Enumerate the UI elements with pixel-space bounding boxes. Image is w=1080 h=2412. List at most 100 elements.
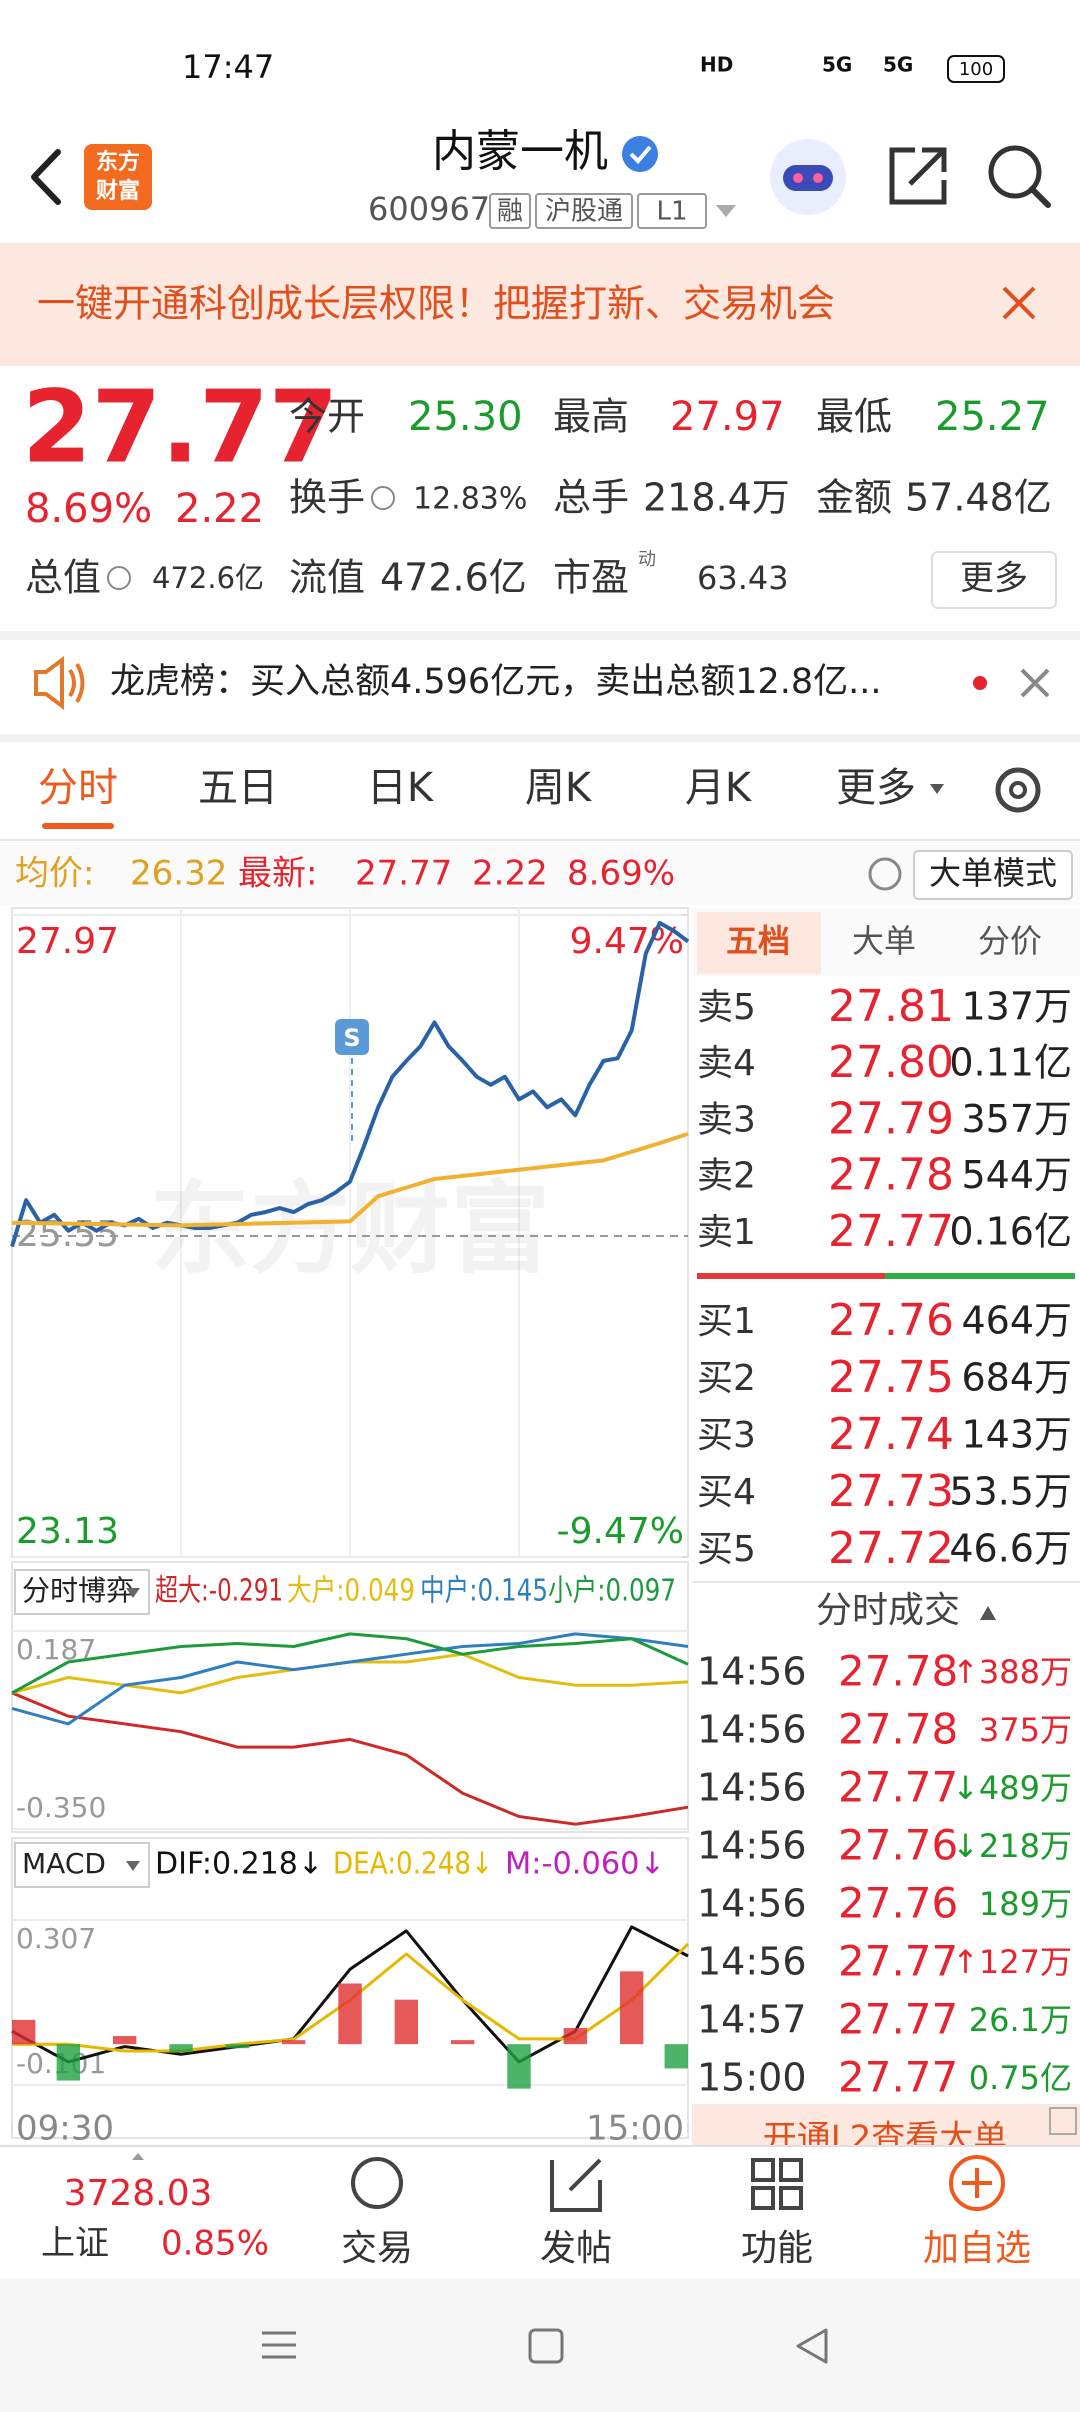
settings-button[interactable] bbox=[995, 767, 1041, 813]
info-icon[interactable] bbox=[371, 486, 395, 510]
last-price: 27.77 bbox=[22, 368, 338, 485]
flow-selector[interactable] bbox=[14, 1569, 150, 1615]
ob-level: 买1 bbox=[697, 1301, 756, 1342]
assistant-eye bbox=[813, 173, 823, 183]
macd-bar bbox=[394, 1999, 419, 2045]
nav-item: 功能 bbox=[741, 2228, 813, 2269]
trade-volume-value: 375万 bbox=[979, 1711, 1072, 1749]
trade-arrow: ↓ bbox=[952, 1769, 979, 1807]
macd-bar bbox=[112, 2036, 137, 2045]
y-tick-label: 25.55 bbox=[16, 1214, 119, 1255]
trade-arrow: ↓ bbox=[952, 1827, 979, 1865]
legend-item: 大户:0.049 bbox=[287, 1574, 415, 1609]
ob-price: 27.73 bbox=[828, 1466, 954, 1517]
help-icon[interactable] bbox=[868, 857, 902, 891]
info-icon[interactable] bbox=[107, 566, 131, 590]
macd-bar bbox=[56, 2044, 81, 2081]
field-label: 今开 bbox=[289, 395, 365, 439]
ob-price: 27.80 bbox=[828, 1037, 954, 1088]
y-tick-label: 27.97 bbox=[16, 921, 119, 962]
trade-volume-value: 189万 bbox=[979, 1885, 1072, 1923]
network-label: 5G bbox=[883, 53, 913, 77]
separator bbox=[0, 631, 1080, 640]
index-change: 0.85% bbox=[161, 2224, 269, 2264]
series-line bbox=[11, 1632, 689, 1695]
panel-dropdown[interactable] bbox=[126, 1861, 140, 1871]
field-label: 金额 bbox=[816, 476, 892, 520]
trade-time: 14:56 bbox=[697, 1824, 807, 1868]
ob-tab: 分价 bbox=[978, 922, 1042, 960]
nav-item: 加自选 bbox=[923, 2228, 1031, 2269]
signal-marker[interactable] bbox=[335, 1019, 369, 1055]
watermark: 东方财富 bbox=[150, 1170, 550, 1287]
system-nav-bg bbox=[0, 2278, 1080, 2412]
back-nav-button[interactable] bbox=[796, 2328, 828, 2364]
trade-volume-value: 0.75亿 bbox=[969, 2059, 1072, 2097]
legend-item: M:-0.060↓ bbox=[505, 1847, 665, 1882]
ob-price: 27.72 bbox=[828, 1523, 954, 1574]
y-tick-label: -0.350 bbox=[16, 1791, 106, 1824]
speaker-waves bbox=[68, 662, 85, 704]
trade-volume: ↑127万 bbox=[952, 1943, 1072, 1981]
ob-price: 27.81 bbox=[828, 981, 954, 1032]
search-button[interactable] bbox=[988, 145, 1042, 199]
back-button[interactable] bbox=[31, 149, 61, 205]
ob-level: 买2 bbox=[697, 1358, 756, 1399]
ob-volume: 544万 bbox=[961, 1153, 1072, 1197]
tag: 沪股通 bbox=[545, 197, 623, 227]
change: 2.22 bbox=[175, 486, 264, 532]
func-icon bbox=[751, 2186, 775, 2210]
ob-volume: 464万 bbox=[961, 1299, 1072, 1343]
func-icon bbox=[779, 2158, 803, 2182]
dynamic-layer: 17:47 HD 5G 5G 100 东方财富 内蒙一机 600967 融沪股通 L1 一键开通科创… bbox=[10, 48, 1077, 2159]
panel-dropdown[interactable] bbox=[126, 1588, 140, 1598]
add-watch-icon[interactable] bbox=[949, 2155, 1005, 2211]
banner-bg[interactable] bbox=[0, 243, 1080, 366]
panel-title: 分时博弈 bbox=[22, 1574, 134, 1607]
ob-volume: 0.11亿 bbox=[949, 1041, 1072, 1085]
field-label: 总值 bbox=[25, 556, 101, 600]
trade-volume-value: 489万 bbox=[979, 1769, 1072, 1807]
legend-item: DIF:0.218↓ bbox=[155, 1847, 323, 1882]
mode-button[interactable] bbox=[913, 850, 1073, 900]
tab: 日K bbox=[367, 765, 435, 811]
series-line bbox=[11, 1691, 689, 1826]
ob-tab-active[interactable] bbox=[697, 912, 821, 974]
trade-time: 14:56 bbox=[697, 1766, 807, 1810]
logo-text: 东方 bbox=[96, 149, 140, 175]
func-icon[interactable] bbox=[751, 2158, 775, 2182]
trade-price: 27.77 bbox=[838, 1995, 958, 2044]
ob-price: 27.78 bbox=[828, 1150, 954, 1201]
notice-close[interactable] bbox=[1020, 668, 1050, 698]
series-line bbox=[11, 1131, 689, 1228]
more-button[interactable] bbox=[931, 551, 1057, 609]
ob-price: 27.74 bbox=[828, 1409, 954, 1460]
ob-level: 卖3 bbox=[697, 1099, 756, 1140]
assistant-face bbox=[783, 165, 833, 191]
y-tick-label: 0.307 bbox=[16, 1922, 96, 1955]
tag-dropdown[interactable] bbox=[716, 205, 736, 217]
macd-selector[interactable] bbox=[14, 1842, 150, 1888]
trade-icon[interactable] bbox=[351, 2157, 403, 2209]
ob-volume: 0.16亿 bbox=[949, 1209, 1072, 1253]
post-icon[interactable] bbox=[550, 2158, 602, 2212]
trades-toggle[interactable] bbox=[980, 1606, 996, 1620]
home-button[interactable] bbox=[528, 2328, 564, 2364]
menu-button[interactable] bbox=[262, 2331, 296, 2359]
logo[interactable] bbox=[84, 144, 152, 210]
info-change-pct: 8.69% bbox=[567, 854, 675, 894]
ob-tab: 大单 bbox=[852, 922, 916, 960]
x-tick-label: 09:30 bbox=[16, 2109, 114, 2149]
trade-arrow: ↑ bbox=[952, 1943, 979, 1981]
trade-price: 27.76 bbox=[838, 1879, 958, 1928]
share-button[interactable] bbox=[889, 147, 947, 205]
l2-close[interactable] bbox=[1049, 2107, 1077, 2135]
banner-close[interactable] bbox=[1002, 286, 1036, 320]
trade-price: 27.77 bbox=[838, 2053, 958, 2102]
macd-bar bbox=[507, 2044, 531, 2089]
tab: 周K bbox=[525, 765, 593, 811]
stock-code: 600967 bbox=[368, 190, 490, 228]
field-label: 市盈 bbox=[553, 556, 629, 600]
trade-volume-value: 26.1万 bbox=[969, 2001, 1072, 2039]
